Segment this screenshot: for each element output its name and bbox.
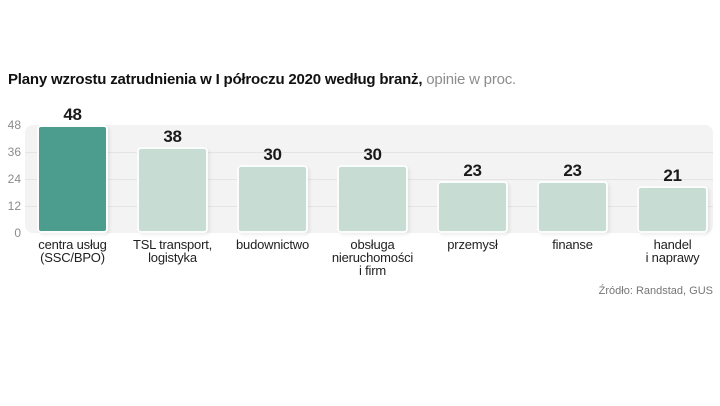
bar-value-label: 23 [463, 161, 482, 180]
x-category-label: budownictwo [236, 237, 309, 252]
source-note: Źródło: Randstad, GUS [598, 285, 713, 297]
x-category-label: TSL transport, logistyka [132, 237, 213, 265]
y-tick-label: 24 [7, 172, 21, 186]
y-tick-label: 0 [14, 226, 21, 240]
y-tick-label: 12 [7, 199, 21, 213]
y-tick-label: 36 [7, 145, 21, 159]
bar-3 [337, 165, 408, 233]
bar-4 [437, 181, 508, 233]
bar-value-label: 30 [363, 145, 382, 164]
x-category-label: przemysł [447, 237, 498, 252]
bar-6 [637, 186, 708, 233]
bar-2 [237, 165, 308, 233]
bar-value-label: 23 [563, 161, 582, 180]
bar-value-label: 48 [63, 105, 82, 124]
x-category-label: finanse [552, 237, 593, 252]
gridline [25, 152, 713, 153]
bar-value-label: 21 [663, 166, 682, 185]
bar-value-label: 38 [163, 127, 182, 146]
x-category-label: obsługa nieruchomości i firm [331, 237, 414, 278]
y-tick-label: 48 [7, 118, 21, 132]
chart-title: Plany wzrostu zatrudnienia w I półroczu … [8, 70, 708, 89]
bar-value-label: 30 [263, 145, 282, 164]
chart-title-main: Plany wzrostu zatrudnienia w I półroczu … [8, 71, 423, 88]
bar-5 [537, 181, 608, 233]
bar-1 [137, 147, 208, 233]
x-category-label: centra usług (SSC/BPO) [38, 237, 107, 265]
chart-title-subtitle: opinie w proc. [422, 71, 517, 88]
x-category-label: handel i naprawy [645, 237, 700, 265]
bar-0 [37, 125, 108, 233]
